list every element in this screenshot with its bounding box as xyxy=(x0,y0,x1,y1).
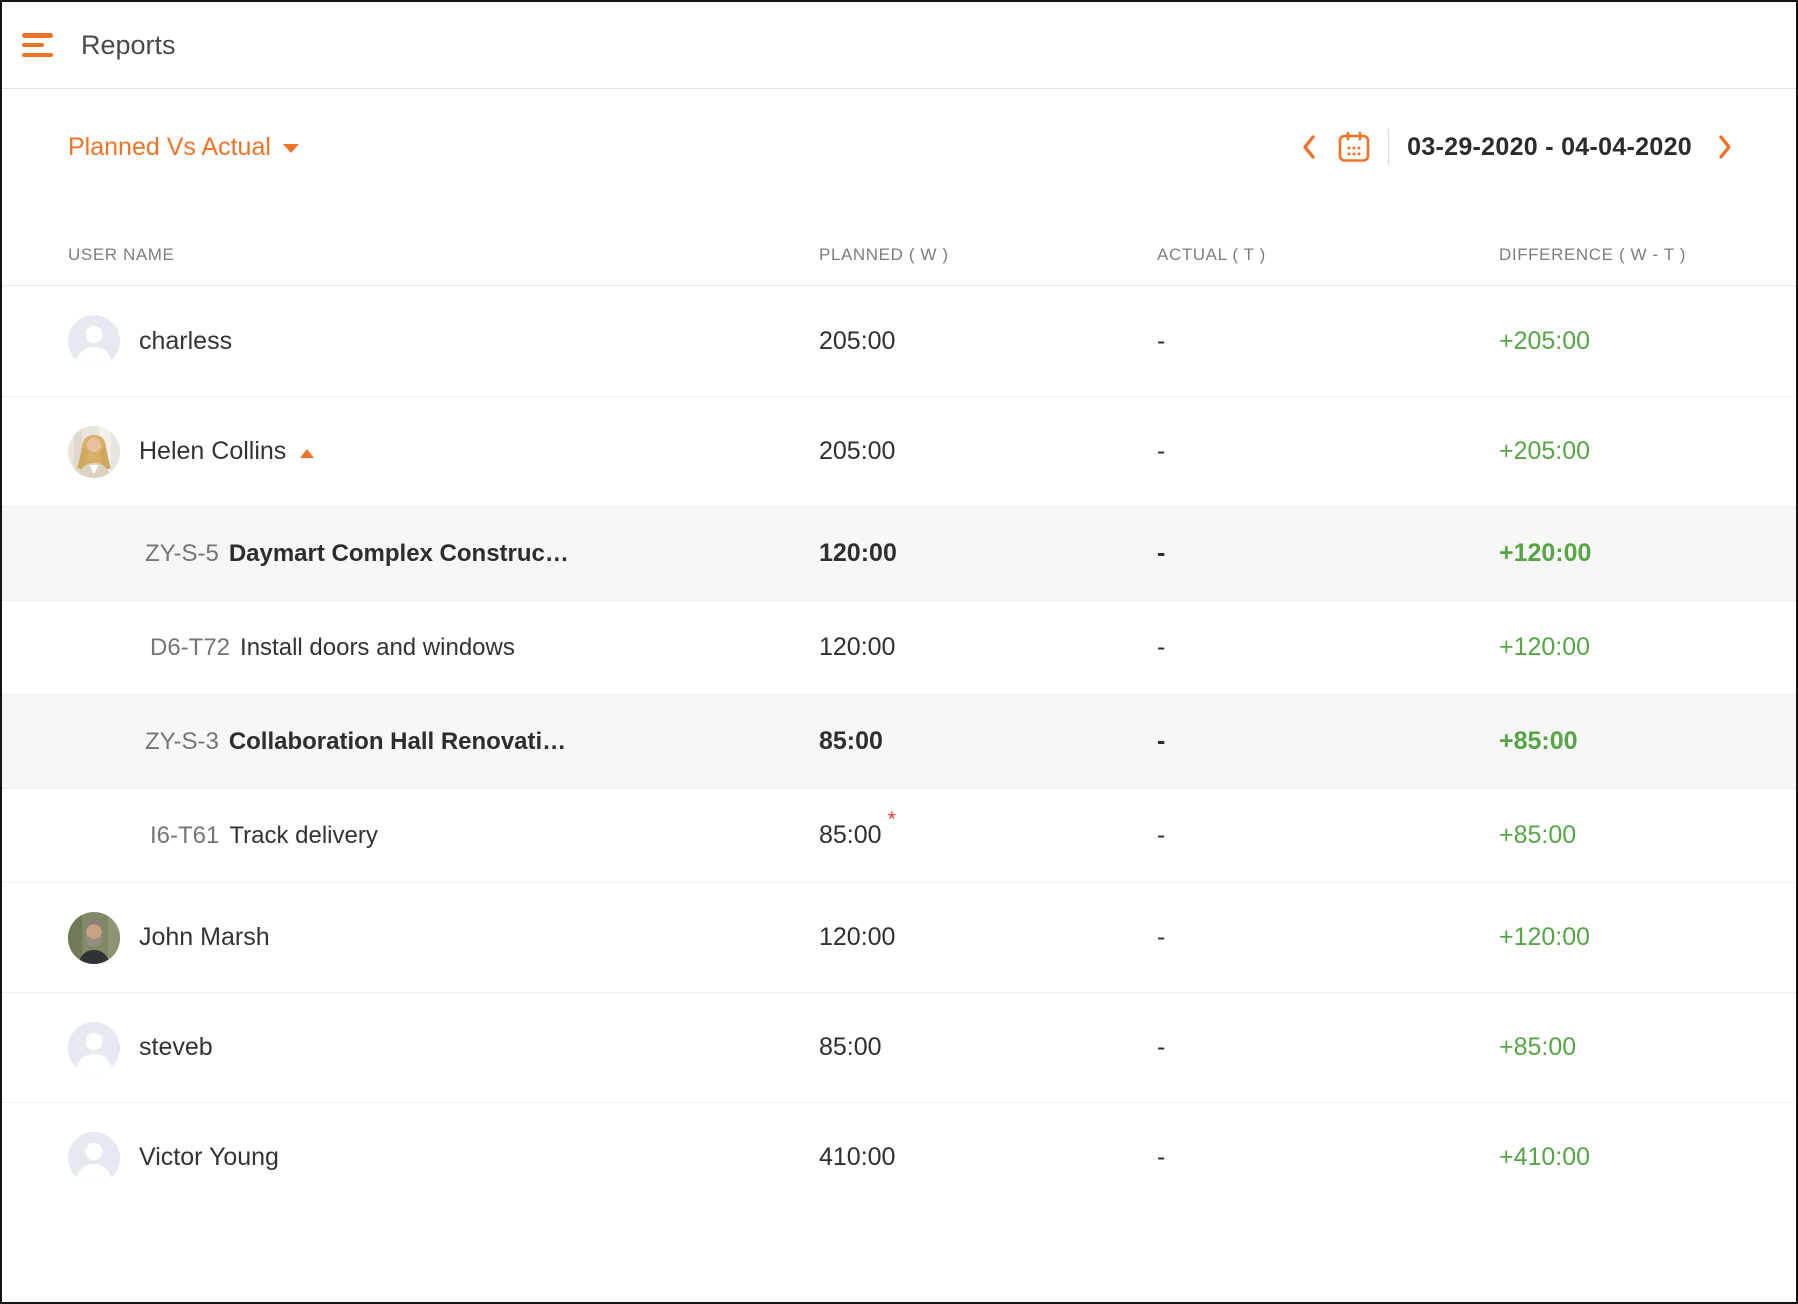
avatar xyxy=(68,315,120,367)
user-cell: Helen Collins xyxy=(68,425,819,478)
planned-number: 410:00 xyxy=(819,1143,896,1171)
user-cell: Victor Young xyxy=(68,1131,819,1184)
report-type-label: Planned Vs Actual xyxy=(68,132,271,161)
table-row[interactable]: Victor Young 410:00 - +410:00 xyxy=(2,1102,1796,1212)
actual-value: - xyxy=(1157,326,1166,355)
column-header-user-name: USER NAME xyxy=(68,245,175,264)
top-bar: Reports xyxy=(2,2,1796,89)
actual-value: - xyxy=(1157,437,1166,465)
item-cell: ZY-S-3 Collaboration Hall Renovati… xyxy=(68,728,819,756)
actual-value: - xyxy=(1157,539,1166,567)
item-cell: D6-T72 Install doors and windows xyxy=(68,634,819,662)
planned-number: 120:00 xyxy=(819,923,896,951)
planned-value: 205:00 xyxy=(819,327,1157,356)
item-label: Daymart Complex Construc… xyxy=(228,539,569,567)
user-name: Victor Young xyxy=(139,1143,279,1171)
table-header: USER NAME PLANNED ( W ) ACTUAL ( T ) DIF… xyxy=(2,175,1796,286)
table-body: charless 205:00 - +205:00 Helen Collins 205:… xyxy=(2,286,1796,1212)
table-row[interactable]: Helen Collins 205:00 - +205:00 xyxy=(2,396,1796,506)
difference-value: +120:00 xyxy=(1499,539,1592,567)
table-row[interactable]: steveb 85:00 - +85:00 xyxy=(2,992,1796,1102)
page-title: Reports xyxy=(81,29,176,60)
actual-value: - xyxy=(1157,1033,1166,1061)
user-cell: John Marsh xyxy=(68,911,819,964)
planned-value: 410:00 xyxy=(819,1143,1157,1172)
planned-value: 85:00 xyxy=(819,1033,1157,1062)
item-label: Track delivery xyxy=(229,821,378,849)
difference-value: +205:00 xyxy=(1499,437,1591,465)
user-name: charless xyxy=(139,326,233,355)
actual-value: - xyxy=(1157,923,1166,951)
item-code: ZY-S-5 xyxy=(145,539,219,567)
hamburger-bar xyxy=(22,42,44,48)
item-code: ZY-S-3 xyxy=(145,727,219,755)
planned-value: 85:00 xyxy=(819,727,1157,756)
item-code: D6-T72 xyxy=(150,633,231,661)
report-toolbar: Planned Vs Actual 03-29-2020 - 04-04-202 xyxy=(2,89,1796,175)
table-row: ZY-S-5 Daymart Complex Construc… 120:00 - +1… xyxy=(2,506,1796,600)
planned-value: 120:00 xyxy=(819,539,1157,568)
actual-value: - xyxy=(1157,727,1166,755)
date-navigation: 03-29-2020 - 04-04-2020 xyxy=(1296,129,1738,165)
item-code: I6-T61 xyxy=(150,821,220,849)
chevron-right-icon[interactable] xyxy=(1712,130,1738,164)
planned-number: 85:00 xyxy=(819,821,882,849)
table-row: D6-T72 Install doors and windows 120:00 - +1… xyxy=(2,600,1796,694)
user-name: John Marsh xyxy=(139,923,270,951)
avatar xyxy=(68,1131,120,1184)
planned-number: 205:00 xyxy=(819,437,896,465)
item-label: Install doors and windows xyxy=(240,633,515,661)
difference-value: +85:00 xyxy=(1499,821,1577,849)
planned-value: 120:00 xyxy=(819,923,1157,952)
planned-value: 120:00 xyxy=(819,633,1157,662)
difference-value: +205:00 xyxy=(1499,326,1591,355)
column-header-difference: DIFFERENCE ( W - T ) xyxy=(1499,245,1687,264)
collapse-arrow-icon[interactable] xyxy=(300,449,315,458)
planned-number: 120:00 xyxy=(819,539,897,567)
user-cell: steveb xyxy=(68,1021,819,1074)
date-range-label[interactable]: 03-29-2020 - 04-04-2020 xyxy=(1407,132,1692,161)
hamburger-bar xyxy=(22,52,53,57)
avatar xyxy=(68,911,120,964)
item-cell: ZY-S-5 Daymart Complex Construc… xyxy=(68,540,819,568)
table-row: ZY-S-3 Collaboration Hall Renovati… 85:00 -… xyxy=(2,694,1796,788)
user-name: Helen Collins xyxy=(139,437,287,465)
hamburger-menu-icon[interactable] xyxy=(22,33,54,57)
user-name: steveb xyxy=(139,1033,213,1061)
avatar xyxy=(68,1021,120,1074)
item-label: Collaboration Hall Renovati… xyxy=(228,727,567,755)
planned-number: 85:00 xyxy=(819,1033,882,1061)
avatar xyxy=(68,425,120,478)
planned-number: 120:00 xyxy=(819,633,896,661)
calendar-icon[interactable] xyxy=(1336,129,1372,165)
hamburger-bar xyxy=(22,33,53,38)
column-header-planned: PLANNED ( W ) xyxy=(819,245,949,264)
difference-value: +85:00 xyxy=(1499,1033,1577,1061)
table-row: I6-T61 Track delivery 85:00 * - +85:00 xyxy=(2,788,1796,882)
item-cell: I6-T61 Track delivery xyxy=(68,822,819,850)
planned-number: 85:00 xyxy=(819,727,883,755)
user-cell: charless xyxy=(68,315,819,367)
actual-value: - xyxy=(1157,821,1166,849)
difference-value: +120:00 xyxy=(1499,633,1591,661)
difference-value: +410:00 xyxy=(1499,1143,1591,1171)
difference-value: +120:00 xyxy=(1499,923,1591,951)
planned-number: 205:00 xyxy=(819,326,896,355)
planned-value: 205:00 xyxy=(819,437,1157,466)
table-row[interactable]: charless 205:00 - +205:00 xyxy=(2,286,1796,396)
column-header-actual: ACTUAL ( T ) xyxy=(1157,245,1266,264)
table-row[interactable]: John Marsh 120:00 - +120:00 xyxy=(2,882,1796,992)
chevron-left-icon[interactable] xyxy=(1296,130,1322,164)
missing-log-asterisk: * xyxy=(887,808,896,831)
report-type-selector[interactable]: Planned Vs Actual xyxy=(68,133,299,162)
caret-down-icon xyxy=(282,144,299,153)
divider xyxy=(1388,129,1390,165)
actual-value: - xyxy=(1157,1143,1166,1171)
difference-value: +85:00 xyxy=(1499,727,1578,755)
planned-value: 85:00 * xyxy=(819,808,1157,850)
actual-value: - xyxy=(1157,633,1166,661)
